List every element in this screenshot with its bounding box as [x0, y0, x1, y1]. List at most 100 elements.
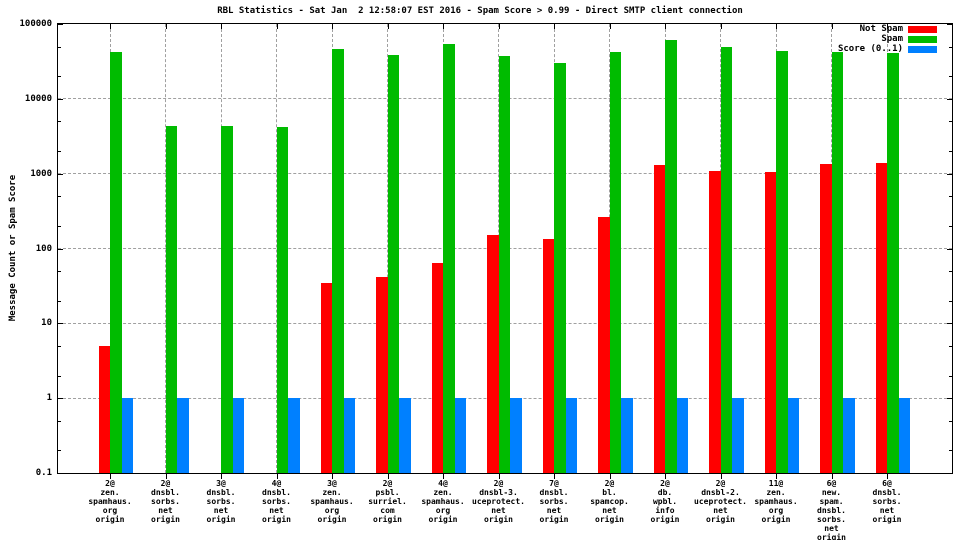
x-tick-top	[165, 24, 167, 29]
bar-score	[898, 398, 910, 473]
x-tick-bottom	[332, 474, 333, 479]
bar-score	[288, 398, 300, 473]
bar-spam	[609, 52, 621, 473]
bar-score	[232, 398, 244, 473]
legend-label: Not Spam	[859, 24, 903, 34]
x-tick-top	[831, 24, 833, 29]
bar-score	[177, 398, 189, 473]
x-axis-category-label: 4@ zen. spamhaus. org origin	[421, 479, 465, 524]
y-tick-major-right	[947, 398, 952, 400]
y-axis-tick-label: 0.1	[35, 468, 52, 478]
y-tick-minor-left	[58, 196, 61, 198]
y-tick-major-left	[58, 173, 63, 175]
bar-spam	[554, 63, 566, 473]
y-tick-major-left	[58, 24, 63, 25]
y-tick-minor-left	[58, 345, 61, 347]
bar-score	[121, 398, 133, 473]
x-axis-category-label: 2@ psbl. surriel. com origin	[368, 479, 407, 524]
x-axis-category-label: 2@ zen. spamhaus. org origin	[88, 479, 132, 524]
y-tick-minor-left	[58, 76, 61, 78]
legend-swatch-not-spam	[908, 25, 937, 33]
y-tick-minor-right	[949, 375, 952, 377]
bar-spam	[221, 126, 233, 473]
bar-spam	[776, 50, 788, 473]
y-tick-minor-right	[949, 420, 952, 422]
y-tick-minor-left	[58, 450, 61, 452]
x-tick-bottom	[554, 474, 555, 479]
x-tick-top	[332, 24, 333, 29]
x-tick-top	[554, 24, 555, 29]
y-tick-major-right	[947, 248, 952, 250]
x-axis-category-label: 4@ dnsbl. sorbs. net origin	[262, 479, 291, 524]
bar-spam	[887, 52, 899, 473]
bar-spam	[443, 44, 455, 473]
y-tick-minor-left	[58, 271, 61, 273]
y-tick-major-left	[58, 398, 63, 400]
y-tick-minor-right	[949, 151, 952, 153]
legend-label: Score (0..1)	[837, 44, 903, 54]
y-tick-minor-right	[949, 121, 952, 123]
x-tick-top	[720, 24, 722, 29]
bar-not-spam	[653, 165, 665, 473]
y-tick-minor-right	[949, 345, 952, 347]
x-axis-category-label: 2@ dnsbl-3. uceprotect. net origin	[472, 479, 525, 524]
y-axis-tick-label: 10000	[24, 93, 52, 104]
x-tick-bottom	[776, 474, 777, 479]
x-tick-bottom	[165, 474, 167, 479]
x-axis-category-label: 2@ db. wpbl. info origin	[650, 479, 680, 524]
bar-score	[621, 398, 633, 473]
bar-not-spam	[431, 262, 443, 473]
bar-spam	[720, 46, 732, 473]
x-axis-category-label: 2@ dnsbl. sorbs. net origin	[151, 479, 180, 524]
bar-not-spam	[709, 171, 721, 473]
bar-score	[843, 398, 855, 473]
x-tick-bottom	[443, 474, 444, 479]
y-tick-minor-left	[58, 375, 61, 377]
x-tick-top	[276, 24, 278, 29]
bar-score	[732, 398, 744, 473]
legend-entry: Not Spam	[859, 24, 937, 34]
legend-swatch-score-0-1	[908, 45, 937, 53]
x-axis-category-label: 3@ dnsbl. sorbs. net origin	[206, 479, 236, 524]
x-tick-bottom	[720, 474, 722, 479]
x-axis-category-label: 6@ dnsbl. sorbs. net origin	[872, 479, 902, 524]
y-tick-minor-left	[58, 151, 61, 153]
bar-score	[399, 398, 411, 473]
bar-score	[676, 398, 688, 473]
x-tick-bottom	[498, 474, 500, 479]
x-tick-top	[110, 24, 111, 29]
y-tick-major-right	[947, 173, 952, 175]
y-axis-tick-label: 100	[35, 243, 52, 254]
x-axis-category-label: 7@ dnsbl. sorbs. net origin	[539, 479, 569, 524]
x-tick-top	[776, 24, 777, 29]
x-axis-category-label: 6@ new. spam. dnsbl. sorbs. net origin	[817, 479, 846, 540]
bar-spam	[110, 51, 122, 473]
bar-spam	[498, 56, 510, 473]
y-tick-minor-left	[58, 46, 61, 48]
x-tick-top	[443, 24, 444, 29]
y-tick-major-right	[947, 24, 952, 25]
plot-area	[57, 23, 953, 474]
y-tick-minor-right	[949, 271, 952, 273]
bar-score	[565, 398, 577, 473]
x-tick-top	[387, 24, 389, 29]
y-tick-major-right	[947, 323, 952, 325]
bar-not-spam	[820, 163, 832, 473]
y-tick-minor-right	[949, 450, 952, 452]
bar-not-spam	[764, 172, 776, 473]
bar-spam	[387, 54, 399, 473]
x-tick-bottom	[110, 474, 111, 479]
bar-not-spam	[875, 163, 887, 473]
bar-not-spam	[320, 282, 332, 473]
bar-spam	[831, 51, 843, 473]
legend-swatch-spam	[908, 35, 937, 43]
y-axis-tick-label: 100000	[19, 19, 52, 29]
legend-label: Spam	[881, 34, 903, 44]
legend-entry: Score (0..1)	[837, 44, 937, 54]
bar-score	[343, 398, 355, 473]
x-tick-top	[887, 24, 888, 29]
bar-not-spam	[98, 345, 110, 473]
y-tick-minor-right	[949, 76, 952, 78]
x-tick-top	[221, 24, 222, 29]
